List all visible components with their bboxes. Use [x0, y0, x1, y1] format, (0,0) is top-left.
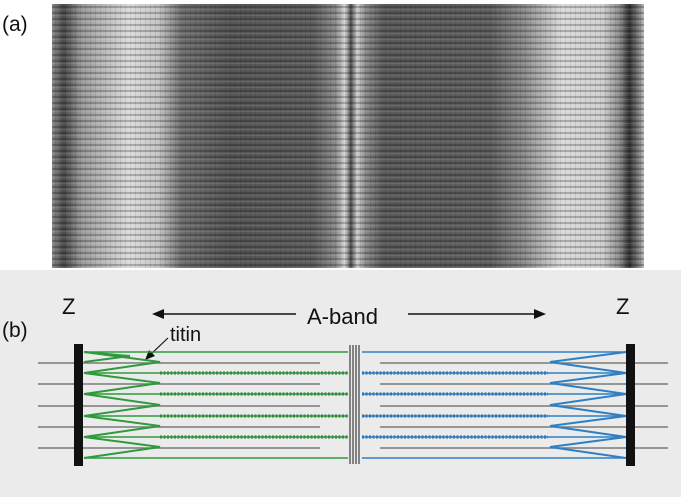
m-line [349, 345, 360, 464]
arrow-right-icon [408, 309, 546, 319]
thick-filaments-right-core [362, 351, 626, 459]
micrograph-vstriations [52, 4, 644, 268]
z-disc-right-label: Z [616, 294, 630, 319]
arrow-left-icon [152, 309, 296, 319]
a-band-label: A-band [307, 304, 378, 329]
titin-label: titin [170, 324, 202, 346]
panel-b-label: (b) [2, 319, 28, 342]
micrograph-panel [52, 4, 644, 268]
titin-left [83, 351, 161, 459]
panel-a-label: (a) [2, 13, 28, 36]
thin-filaments [38, 362, 668, 449]
z-disc-right [626, 344, 635, 466]
thick-filaments-left-core [84, 351, 348, 459]
z-disc-left [74, 344, 83, 466]
z-disc-left-label: Z [62, 294, 76, 319]
titin-right [549, 351, 627, 459]
